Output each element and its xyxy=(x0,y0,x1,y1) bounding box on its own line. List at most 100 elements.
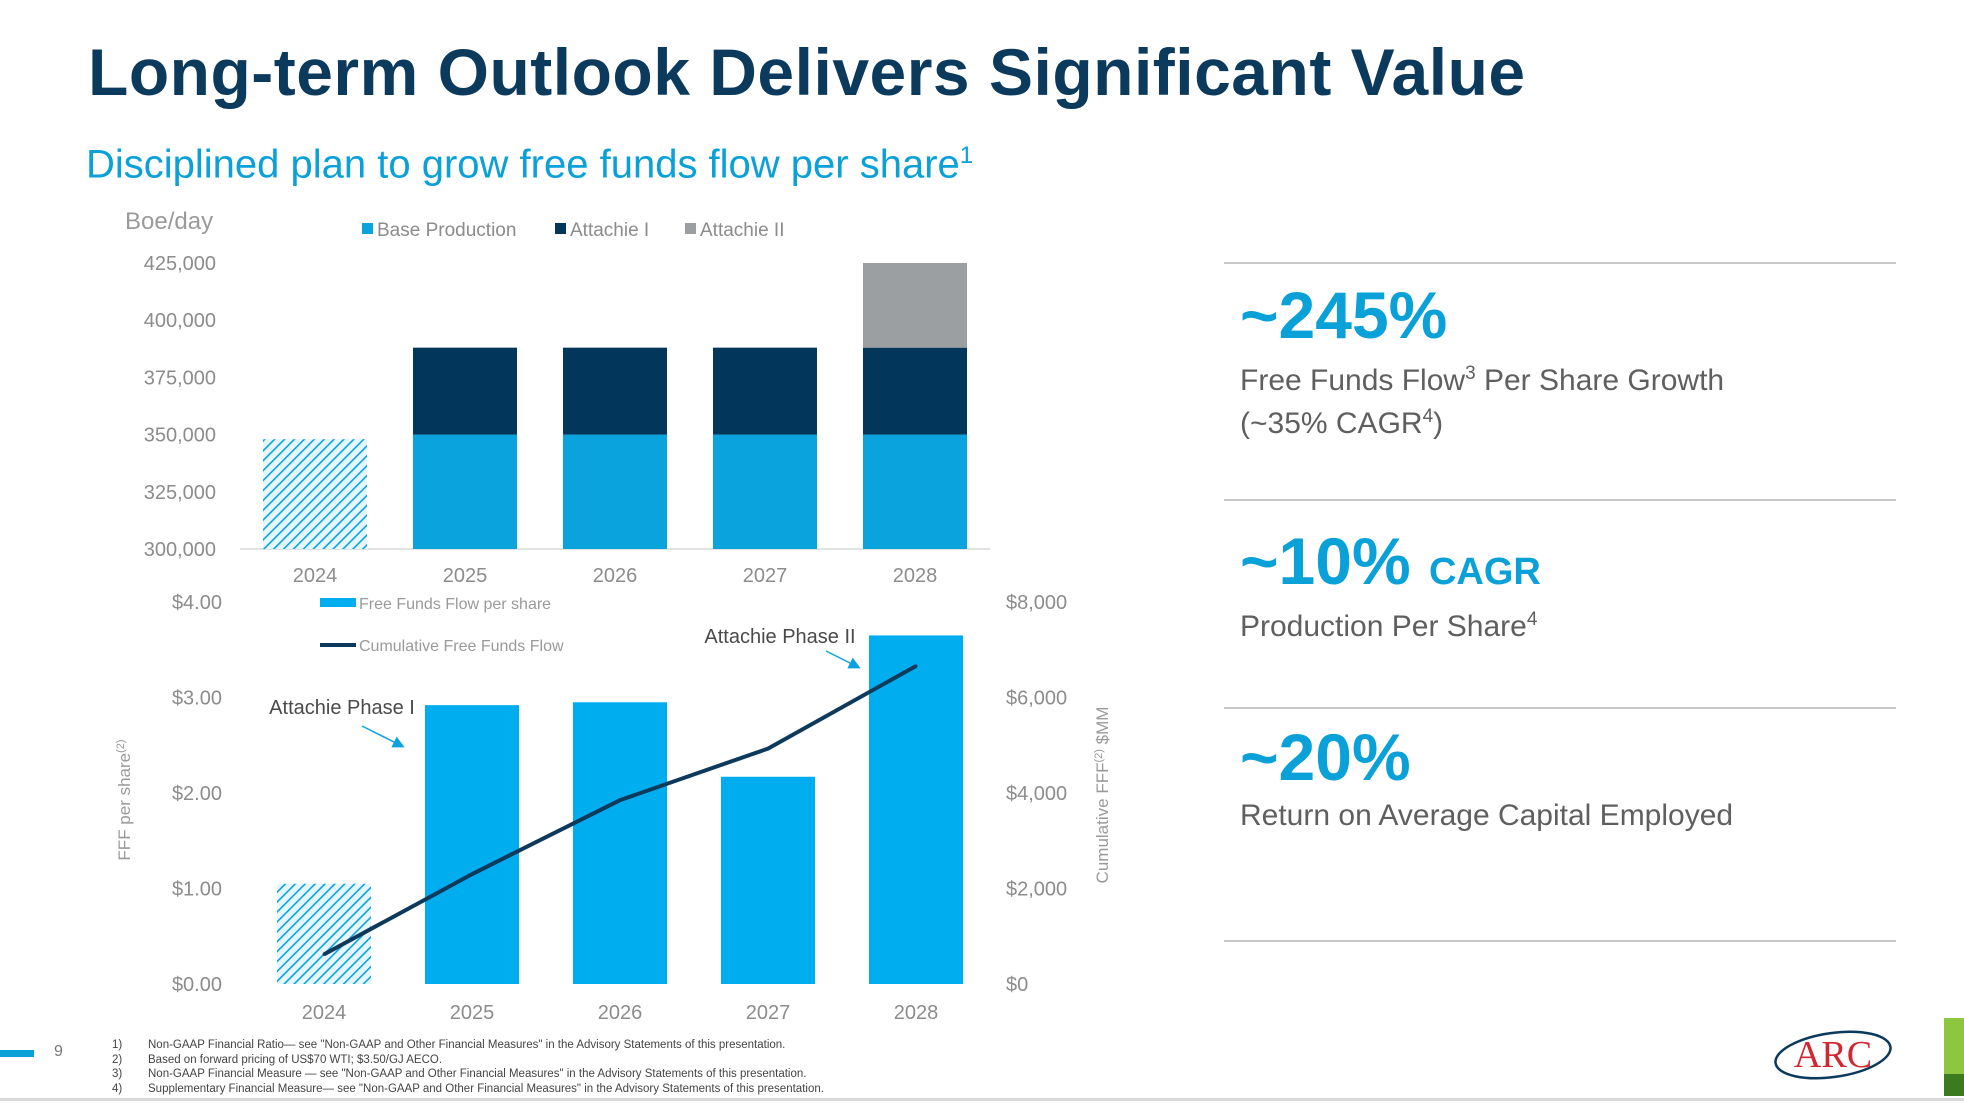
y2-tick-label: $2,000 xyxy=(1006,879,1067,901)
line-point-2024 xyxy=(322,952,326,956)
kpi-divider-2 xyxy=(1224,707,1896,709)
kpi-desc-text: Free Funds Flow xyxy=(1240,364,1466,397)
legend-label: Free Funds Flow per share xyxy=(359,596,551,613)
x-tick-label: 2028 xyxy=(893,565,938,587)
bar-attachie-i-2027 xyxy=(713,347,817,435)
line-point-2028 xyxy=(914,664,918,668)
bar-attachie-ii-2028 xyxy=(863,263,967,348)
footnote: 4) Supplementary Financial Measure— see "… xyxy=(112,1082,824,1097)
kpi-desc-sup: 4 xyxy=(1422,406,1434,427)
page-accent-bar xyxy=(0,1050,34,1057)
bar-base-production-2025 xyxy=(413,434,517,549)
legend-label: Base Production xyxy=(377,220,516,241)
annotation-attachie-phase-1: Attachie Phase I xyxy=(269,697,415,719)
annotation-attachie-phase-2: Attachie Phase II xyxy=(704,626,855,648)
bar-fff-per-share-2024 xyxy=(277,883,371,984)
kpi-divider-bottom xyxy=(1224,940,1896,942)
legend-label: Attachie I xyxy=(570,220,649,241)
kpi-fff-growth: ~245% Free Funds Flow3 Per Share Growth … xyxy=(1240,282,1890,442)
kpi-desc-text: (~35% CAGR xyxy=(1240,407,1423,440)
bar-fff-per-share-2027 xyxy=(721,776,815,984)
y-tick-label: $1.00 xyxy=(172,879,222,901)
legend-swatch xyxy=(685,223,696,234)
subtitle-footnote-ref: 1 xyxy=(959,142,974,169)
x-tick-label: 2025 xyxy=(450,1002,495,1024)
y-axis-title-text: FFF per share xyxy=(115,753,134,861)
y-tick-label: 375,000 xyxy=(144,367,216,389)
y-tick-label: 300,000 xyxy=(144,539,216,561)
x-tick-label: 2024 xyxy=(293,565,338,587)
kpi-value: ~245% xyxy=(1240,282,1890,348)
footnotes: 1) Non-GAAP Financial Ratio— see "Non-GAA… xyxy=(112,1038,824,1096)
bar-fff-per-share-2025 xyxy=(425,705,519,984)
footnote-number: 3) xyxy=(112,1068,123,1080)
y-tick-label: $4.00 xyxy=(172,592,222,614)
kpi-value-text: ~20% xyxy=(1240,720,1411,794)
kpi-divider-top xyxy=(1224,262,1896,264)
y2-tick-label: $8,000 xyxy=(1006,592,1067,614)
kpi-desc-text: Return on Average Capital Employed xyxy=(1240,799,1734,832)
arc-logo: ARC xyxy=(1774,1030,1892,1080)
bar-base-production-2028 xyxy=(863,434,967,549)
x-tick-label: 2026 xyxy=(598,1002,643,1024)
page-title: Long-term Outlook Delivers Significant V… xyxy=(88,35,1526,109)
x-tick-label: 2027 xyxy=(743,565,788,587)
legend-swatch-bar xyxy=(320,598,356,607)
bar-attachie-i-2028 xyxy=(863,347,967,435)
edge-accent-green xyxy=(1944,1018,1964,1074)
annotation-arrow xyxy=(825,650,861,669)
x-tick-label: 2026 xyxy=(593,565,638,587)
bar-base-production-2024 xyxy=(263,439,367,549)
line-point-2025 xyxy=(470,872,474,876)
edge-accent-dark xyxy=(1944,1074,1964,1096)
kpi-desc-sup: 4 xyxy=(1526,609,1538,630)
footnote-text: Non-GAAP Financial Ratio— see "Non-GAAP … xyxy=(148,1039,786,1051)
y-tick-label: $2.00 xyxy=(172,783,222,805)
kpi-desc-text: ) xyxy=(1433,407,1444,440)
bar-fff-per-share-2028 xyxy=(869,635,963,984)
logo-text: ARC xyxy=(1794,1034,1872,1076)
kpi-value-text: ~10% xyxy=(1240,524,1411,598)
kpi-description-line-1: Return on Average Capital Employed xyxy=(1240,798,1890,834)
y-tick-label: 325,000 xyxy=(144,482,216,504)
footnote-text: Based on forward pricing of US$70 WTI; $… xyxy=(148,1053,443,1066)
footnote-number: 1) xyxy=(112,1039,123,1051)
bar-base-production-2027 xyxy=(713,434,817,549)
x-tick-label: 2027 xyxy=(746,1002,791,1024)
bar-attachie-i-2025 xyxy=(413,347,517,435)
kpi-description-line-1: Production Per Share4 xyxy=(1240,602,1890,645)
kpi-description-line-2: (~35% CAGR4) xyxy=(1240,399,1890,442)
y-tick-label: $0.00 xyxy=(172,974,222,996)
kpi-description-line-1: Free Funds Flow3 Per Share Growth xyxy=(1240,356,1890,399)
legend-label: Cumulative Free Funds Flow xyxy=(359,638,564,655)
kpi-value: ~10% CAGR xyxy=(1240,528,1890,594)
kpi-production-per-share: ~10% CAGR Production Per Share4 xyxy=(1240,528,1890,645)
kpi-value: ~20% xyxy=(1240,724,1890,790)
y-tick-label: 350,000 xyxy=(144,425,216,447)
legend-swatch xyxy=(555,223,566,234)
kpi-value-text: ~245% xyxy=(1240,278,1448,352)
y2-axis-title-unit: $MM xyxy=(1093,707,1112,750)
kpi-description: Free Funds Flow3 Per Share Growth (~35% … xyxy=(1240,356,1890,442)
y2-tick-label: $6,000 xyxy=(1006,688,1067,710)
y-tick-label: 425,000 xyxy=(144,253,216,275)
y2-tick-label: $0 xyxy=(1006,974,1028,996)
y2-axis-title: Cumulative FFF(2) $MM xyxy=(1093,707,1112,884)
footnote: 2) Based on forward pricing of US$70 WTI;… xyxy=(112,1053,824,1068)
kpi-description: Return on Average Capital Employed xyxy=(1240,798,1890,834)
footnote-number: 2) xyxy=(112,1053,123,1066)
kpi-desc-sup: 3 xyxy=(1465,363,1476,384)
footnote: 3) Non-GAAP Financial Measure — see "Non-… xyxy=(112,1067,824,1082)
legend-label: Attachie II xyxy=(700,220,785,241)
page-number: 9 xyxy=(54,1043,63,1060)
x-tick-label: 2025 xyxy=(443,565,488,587)
footnote-number: 4) xyxy=(112,1082,123,1095)
kpi-divider-1 xyxy=(1224,499,1896,501)
y-axis-title: Boe/day xyxy=(125,208,213,235)
x-tick-label: 2028 xyxy=(894,1002,939,1024)
kpi-roace: ~20% Return on Average Capital Employed xyxy=(1240,724,1890,834)
kpi-desc-text: Per Share Growth xyxy=(1475,364,1725,397)
y2-axis-title-text: Cumulative FFF xyxy=(1093,763,1112,884)
kpi-value-suffix: CAGR xyxy=(1428,551,1541,593)
